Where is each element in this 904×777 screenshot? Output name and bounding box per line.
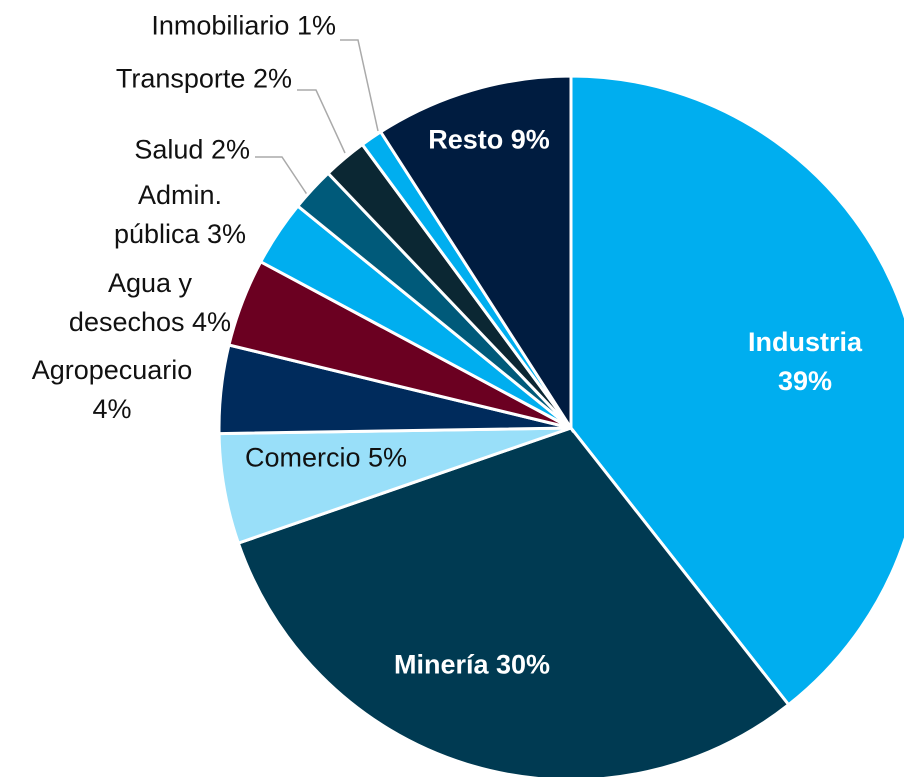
leader-line: [255, 156, 309, 197]
value-label: 9%: [510, 124, 550, 155]
category-label: Transporte: [115, 63, 246, 94]
value-label: 30%: [496, 649, 551, 680]
slice-label: Transporte 2%: [116, 60, 292, 99]
category-label: Minería: [393, 649, 489, 680]
pie-slice: [236, 426, 791, 777]
slice-label: Industria 39%: [748, 323, 862, 401]
leader-lines: [255, 39, 379, 197]
value-label: 2%: [210, 134, 250, 165]
leader-line: [340, 39, 379, 132]
slice-label: Salud 2%: [134, 131, 250, 170]
slices: [217, 74, 904, 777]
value-label: 1%: [296, 10, 336, 41]
value-label: 4%: [192, 307, 232, 337]
slice-label: Minería 30%: [394, 646, 550, 685]
category-label: Salud: [134, 134, 204, 165]
category-label: Industria: [747, 327, 863, 357]
value-label: 4%: [92, 394, 132, 424]
category-label: Comercio: [244, 442, 361, 473]
category-label: Admin. pública: [113, 180, 223, 249]
value-label: 3%: [207, 219, 247, 249]
value-label: 39%: [777, 366, 833, 396]
slice-label: Resto 9%: [428, 121, 550, 160]
category-label: Resto: [428, 124, 504, 155]
category-label: Inmobiliario: [151, 10, 290, 41]
category-label: Agua y desechos: [68, 268, 193, 337]
slice-label: Agua y desechos 4%: [69, 264, 231, 342]
slice-label: Inmobiliario 1%: [151, 7, 336, 46]
category-label: Agropecuario: [31, 355, 193, 385]
value-label: 5%: [368, 442, 408, 473]
pie-slice: [378, 74, 573, 434]
value-label: 2%: [252, 63, 292, 94]
slice-label: Comercio 5%: [245, 439, 407, 478]
slice-label: Admin. pública 3%: [114, 176, 246, 254]
leader-line: [297, 89, 346, 154]
slice-label: Agropecuario 4%: [32, 351, 193, 429]
